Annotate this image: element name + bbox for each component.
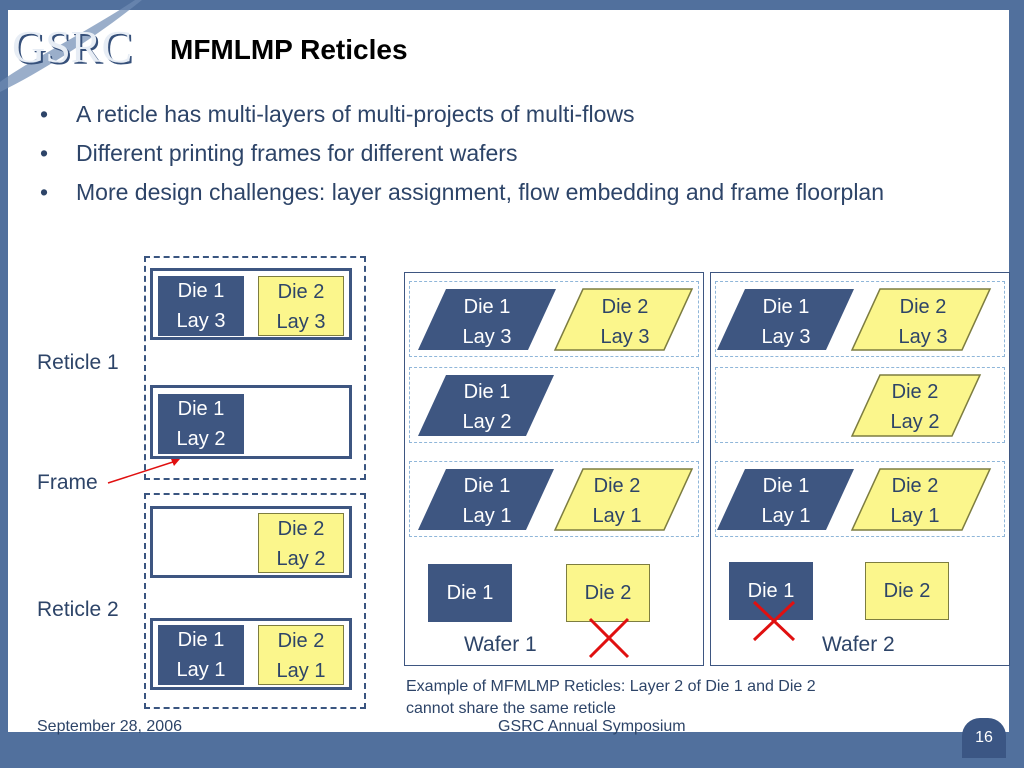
bullet-item: More design challenges: layer assignment… — [40, 173, 910, 212]
die-label: Die 2 — [891, 381, 939, 403]
logo-swoosh-icon — [0, 0, 142, 92]
die-label: Die 2 — [277, 281, 325, 303]
wafer2-row-lay1 — [715, 461, 1005, 537]
die1-lay3-shape — [418, 289, 556, 350]
page-number: 16 — [962, 718, 1006, 758]
wafer1-label: Wafer 1 — [464, 633, 537, 656]
wafer1-die1: Die 1 — [428, 564, 512, 622]
w2-die2-lay1-label: Die 2 Lay 1 — [868, 471, 962, 531]
layer-label: Lay 1 — [761, 505, 811, 527]
die-label: Die 2 — [593, 475, 641, 497]
reticle1-box — [144, 256, 366, 480]
layer-label: Lay 1 — [176, 659, 226, 681]
die1-lay1-shape — [717, 469, 854, 530]
die1-lay2-shape — [418, 375, 554, 436]
die1-lay3-shape — [717, 289, 854, 350]
die2-lay2-block: Die 2 Lay 2 — [258, 513, 344, 573]
die2-lay1-block: Die 2 Lay 1 — [258, 625, 344, 685]
die-label: Die 2 — [899, 296, 947, 318]
wafer2-die1: Die 1 — [729, 562, 813, 620]
wafer1-die2: Die 2 — [566, 564, 650, 622]
die2-lay3-shape — [850, 288, 992, 351]
slide-title: MFMLMP Reticles — [170, 34, 408, 65]
die1-lay3-block: Die 1 Lay 3 — [158, 276, 244, 336]
die2-lay3-shape — [553, 288, 694, 351]
reticle1-label: Reticle 1 — [37, 351, 119, 374]
w1-die2-lay3-label: Die 2 Lay 3 — [578, 292, 672, 352]
die-label: Die 2 — [277, 630, 325, 652]
w1-die1-lay2-label: Die 1 Lay 2 — [440, 377, 534, 437]
layer-label: Lay 3 — [276, 311, 326, 333]
die-label: Die 2 — [891, 475, 939, 497]
layer-label: Lay 3 — [462, 326, 512, 348]
die-label: Die 2 — [601, 296, 649, 318]
w1-die2-lay1-label: Die 2 Lay 1 — [570, 471, 664, 531]
layer-label: Lay 3 — [898, 326, 948, 348]
die-label: Die 1 — [177, 629, 225, 651]
w2-die1-lay3-label: Die 1 Lay 3 — [739, 292, 833, 352]
wafer2-row-lay3 — [715, 281, 1005, 357]
w2-die1-lay1-label: Die 1 Lay 1 — [739, 471, 833, 531]
footer-date: September 28, 2006 — [37, 718, 182, 735]
layer-label: Lay 2 — [462, 411, 512, 433]
die-label: Die 1 — [177, 280, 225, 302]
cross-icon — [752, 600, 796, 642]
layer-label: Lay 3 — [176, 310, 226, 332]
w1-die1-lay3-label: Die 1 Lay 3 — [440, 292, 534, 352]
w2-die2-lay3-label: Die 2 Lay 3 — [876, 292, 970, 352]
layer-label: Lay 2 — [176, 428, 226, 450]
reticle2-label: Reticle 2 — [37, 598, 119, 621]
die2-lay2-shape — [850, 374, 982, 437]
frame-arrow-icon — [107, 459, 180, 484]
wafer2-row-lay2 — [715, 367, 1005, 443]
bullet-item: A reticle has multi-layers of multi-proj… — [40, 95, 910, 134]
die2-lay1-shape — [850, 468, 992, 531]
cross-icon — [588, 617, 630, 659]
wafer2-die2: Die 2 — [865, 562, 949, 620]
die-label: Die 1 — [463, 381, 511, 403]
layer-label: Lay 1 — [890, 505, 940, 527]
die1-lay1-shape — [418, 469, 554, 530]
die-label: Die 1 — [463, 475, 511, 497]
layer-label: Lay 1 — [276, 660, 326, 682]
layer-label: Lay 3 — [600, 326, 650, 348]
gsrc-logo: GSRC — [12, 21, 133, 72]
die1-lay2-block: Die 1 Lay 2 — [158, 394, 244, 454]
footer-event: GSRC Annual Symposium — [498, 718, 686, 735]
die-label: Die 1 — [762, 296, 810, 318]
layer-label: Lay 1 — [592, 505, 642, 527]
die-label: Die 1 — [177, 398, 225, 420]
w2-die2-lay2-label: Die 2 Lay 2 — [868, 377, 962, 437]
reticle2-box — [144, 493, 366, 709]
die-label: Die 1 — [762, 475, 810, 497]
die-label: Die 1 — [463, 296, 511, 318]
wafer1-row-lay2 — [409, 367, 699, 443]
die2-lay3-block: Die 2 Lay 3 — [258, 276, 344, 336]
die-label: Die 2 — [277, 518, 325, 540]
layer-label: Lay 1 — [462, 505, 512, 527]
frame-label: Frame — [37, 471, 98, 494]
bullet-item: Different printing frames for different … — [40, 134, 910, 173]
layer-label: Lay 2 — [276, 548, 326, 570]
figure-caption: Example of MFMLMP Reticles: Layer 2 of D… — [406, 678, 816, 717]
wafer1-row-lay3 — [409, 281, 699, 357]
layer-label: Lay 3 — [761, 326, 811, 348]
bullet-list: A reticle has multi-layers of multi-proj… — [40, 95, 910, 212]
die1-lay1-block: Die 1 Lay 1 — [158, 625, 244, 685]
wafer1-row-lay1 — [409, 461, 699, 537]
die2-lay1-shape — [553, 468, 694, 531]
wafer2-label: Wafer 2 — [822, 633, 895, 656]
layer-label: Lay 2 — [890, 411, 940, 433]
w1-die1-lay1-label: Die 1 Lay 1 — [440, 471, 534, 531]
